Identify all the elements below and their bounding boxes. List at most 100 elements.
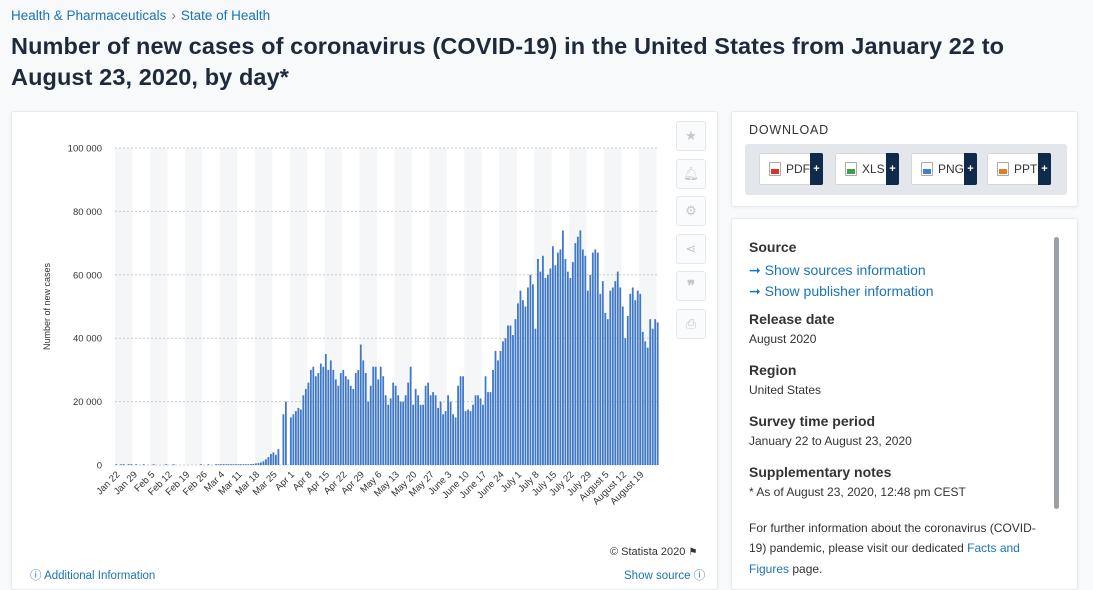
bar (457, 385, 459, 465)
show-sources-link[interactable]: ➞ Show sources information (749, 262, 926, 278)
bar (120, 464, 123, 465)
bar (379, 366, 382, 465)
bar (509, 325, 512, 465)
bar (641, 331, 644, 465)
bar-chart: 0 20 000 40 000 60 000 80 000 100 000 Number o… (42, 144, 659, 507)
bar (307, 382, 310, 465)
bar (275, 454, 277, 465)
download-png-button[interactable]: PNG + (911, 153, 977, 185)
notification-button[interactable]: 🔔︎ (676, 158, 706, 189)
breadcrumb-separator: › (171, 8, 176, 23)
bar (324, 354, 327, 465)
bar (232, 464, 235, 465)
bar (432, 392, 435, 465)
bar (646, 347, 649, 465)
bar (235, 464, 237, 465)
bar (339, 373, 342, 465)
plus-icon: + (964, 153, 977, 185)
bar (651, 328, 654, 465)
bar (412, 404, 415, 465)
bar (245, 464, 247, 465)
y-tick-label: 40 000 (73, 334, 102, 345)
download-toolbar: PDF + XLS + PNG + PPT + (745, 144, 1067, 195)
bar (387, 404, 390, 465)
y-tick-label: 0 (97, 461, 102, 472)
bar (551, 246, 554, 465)
bar (260, 462, 262, 465)
bar (334, 379, 337, 465)
bar (397, 395, 400, 465)
bar (242, 464, 245, 465)
copyright-text: © Statista 2020 ⚑ (610, 546, 697, 558)
show-source-link[interactable]: Show source ⓘ (624, 567, 705, 583)
week-band (115, 148, 133, 465)
breadcrumb-item-state-of-health[interactable]: State of Health (180, 8, 271, 23)
bar (409, 366, 412, 465)
week-band (254, 148, 273, 465)
download-xls-button[interactable]: XLS + (835, 153, 899, 185)
y-tick-label: 20 000 (73, 397, 102, 408)
bar (220, 464, 222, 465)
info-icon: ⓘ (693, 570, 706, 582)
share-button[interactable]: ⋖ (676, 233, 706, 264)
quote-icon: ❞ (686, 278, 696, 295)
bar (217, 464, 220, 465)
bar (519, 290, 522, 465)
bar (367, 401, 370, 465)
cite-button[interactable]: ❞ (676, 271, 706, 301)
additional-information-link[interactable]: ⓘ Additional Information (30, 567, 155, 583)
bar (487, 392, 489, 465)
bar (484, 376, 487, 465)
bar (639, 293, 642, 465)
share-icon: ⋖ (685, 240, 697, 256)
bar (299, 409, 302, 465)
bar (594, 249, 597, 465)
bar (332, 369, 335, 465)
bar (539, 271, 542, 465)
supplementary-notes-heading: Supplementary notes (749, 464, 892, 480)
bar (389, 398, 392, 465)
bar (462, 376, 464, 465)
print-button[interactable]: ⎙ (676, 308, 706, 339)
bar (581, 249, 584, 465)
bar (576, 236, 579, 465)
chart-action-buttons: ★ 🔔︎ ⚙ ⋖ ❞ ⎙ (676, 121, 706, 346)
week-band (219, 148, 238, 465)
download-pdf-button[interactable]: PDF + (759, 153, 823, 185)
settings-button[interactable]: ⚙ (676, 196, 706, 226)
bar (327, 369, 330, 465)
bar (561, 230, 564, 465)
xls-label: XLS (862, 162, 885, 176)
bar (142, 464, 145, 465)
bar (464, 411, 467, 465)
gear-icon: ⚙ (685, 203, 697, 218)
y-tick-label: 80 000 (73, 207, 102, 218)
bar (601, 281, 604, 465)
bar (449, 401, 452, 465)
bar (364, 373, 367, 465)
bar (427, 382, 430, 465)
bar (534, 328, 537, 465)
bar (504, 338, 507, 465)
bar (474, 395, 477, 465)
breadcrumb-item-health[interactable]: Health & Pharmaceuticals (11, 8, 167, 23)
bar (524, 306, 527, 465)
bar (634, 300, 637, 465)
bar (494, 350, 497, 465)
info-card: Source ➞ Show sources information ➞ Show… (731, 218, 1078, 590)
bar (482, 404, 484, 465)
bar (402, 401, 405, 465)
show-publisher-link[interactable]: ➞ Show publisher information (749, 283, 934, 299)
week-band (429, 148, 447, 465)
bar (586, 290, 589, 465)
facts-and-figures-link[interactable]: Facts and Figures (749, 541, 1020, 576)
pdf-file-icon (769, 162, 781, 176)
bar (629, 293, 632, 465)
bar (447, 395, 449, 465)
bar (294, 411, 297, 465)
download-ppt-button[interactable]: PPT + (987, 153, 1051, 185)
bar (532, 284, 534, 465)
scrollbar[interactable] (1054, 237, 1059, 509)
png-label: PNG (938, 162, 965, 176)
favorite-button[interactable]: ★ (676, 121, 706, 151)
